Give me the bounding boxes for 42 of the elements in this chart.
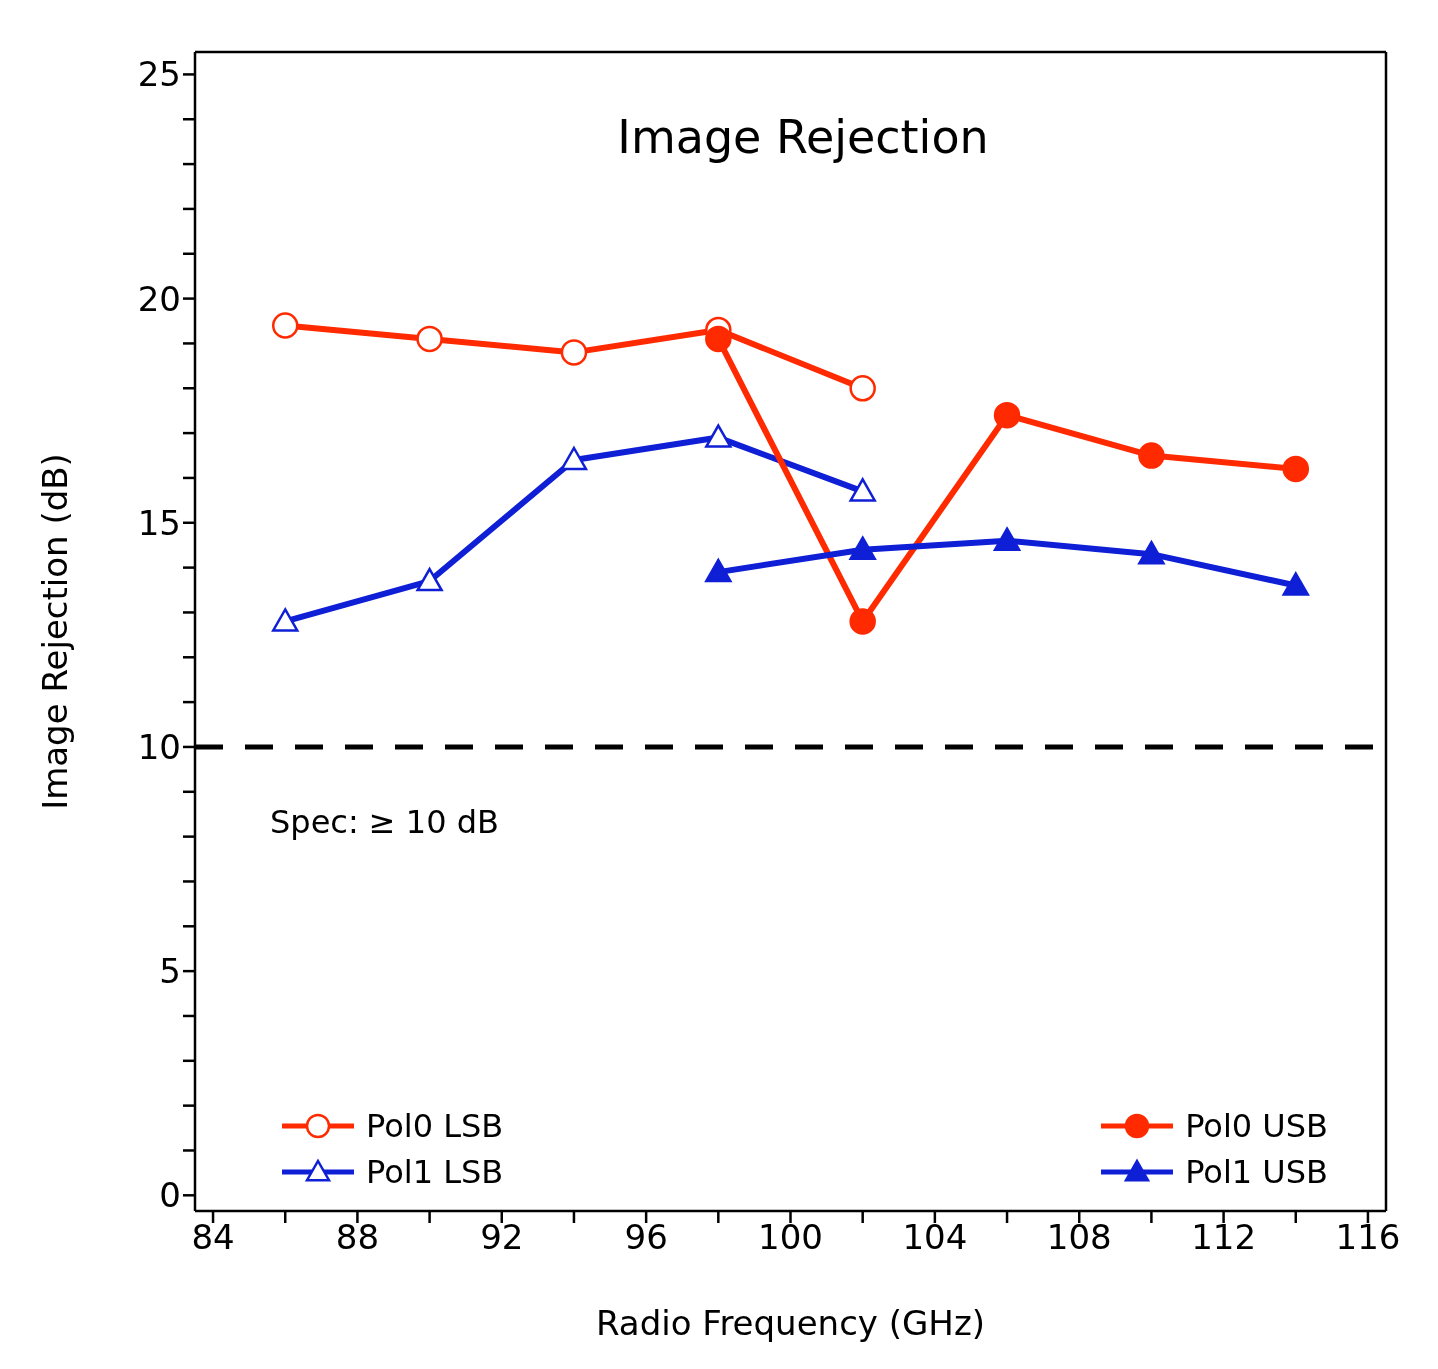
point <box>849 536 876 560</box>
y-tick-label: 15 <box>137 502 181 543</box>
legend-label: Pol1 USB <box>1185 1153 1328 1191</box>
point <box>849 608 876 635</box>
x-tick-label: 100 <box>758 1217 823 1258</box>
text: Image Rejection <box>617 110 989 164</box>
annotation: Spec: ≥ 10 dB <box>270 803 499 841</box>
point <box>705 558 732 583</box>
y-tick-label: 0 <box>159 1175 181 1216</box>
point <box>993 401 1021 429</box>
point <box>705 325 732 353</box>
x-tick-label: 84 <box>191 1217 235 1258</box>
y-axis-title: Image Rejection (dB) <box>35 453 76 810</box>
point <box>1138 442 1165 469</box>
point <box>560 446 588 471</box>
point <box>1282 572 1310 596</box>
point <box>416 567 443 592</box>
x-tick-label: 116 <box>1335 1217 1401 1258</box>
point <box>849 478 876 502</box>
x-tick-label: 88 <box>335 1217 380 1258</box>
x-tick-label: 104 <box>902 1217 968 1258</box>
point <box>993 527 1021 551</box>
y-tick-label: 10 <box>137 727 181 768</box>
point <box>1282 455 1310 483</box>
y-tick-label: 5 <box>159 951 181 992</box>
point <box>1138 540 1165 565</box>
y-tick-label: 25 <box>137 54 181 95</box>
y-tick-label: 20 <box>137 278 181 319</box>
x-tick-label: 112 <box>1191 1217 1257 1258</box>
x-tick-label: 92 <box>480 1217 524 1258</box>
legend-label: Pol0 USB <box>1185 1107 1328 1145</box>
point <box>705 424 732 448</box>
x-tick-label: 96 <box>624 1217 668 1258</box>
x-axis-title: Radio Frequency (GHz) <box>595 1303 986 1343</box>
point <box>416 325 443 353</box>
point <box>271 312 299 339</box>
x-tick-label: 108 <box>1046 1217 1112 1258</box>
point <box>271 608 299 632</box>
point <box>560 339 588 366</box>
legend-label: Pol1 LSB <box>366 1153 504 1191</box>
legend-label: Pol0 LSB <box>366 1107 504 1145</box>
point <box>849 375 876 402</box>
